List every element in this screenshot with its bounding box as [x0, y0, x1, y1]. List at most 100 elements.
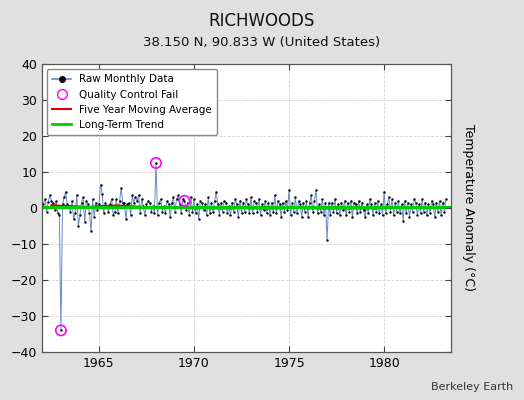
Point [237, 210, 246, 217]
Point [428, 198, 436, 204]
Point [176, 201, 184, 208]
Point [212, 189, 221, 195]
Point [78, 199, 86, 206]
Point [329, 208, 337, 215]
Point [266, 212, 274, 218]
Point [103, 203, 111, 210]
Point [392, 208, 401, 215]
Point [418, 196, 427, 202]
Point [71, 210, 79, 217]
Point [323, 237, 331, 244]
Point [231, 196, 239, 202]
Point [104, 208, 113, 215]
Point [400, 198, 409, 204]
Point [385, 194, 393, 200]
Point [272, 210, 280, 217]
Point [405, 214, 413, 220]
Point [267, 199, 276, 206]
Point [198, 199, 206, 206]
Point [279, 199, 287, 206]
Point [100, 210, 108, 217]
Point [320, 212, 328, 218]
Point [301, 208, 309, 215]
Point [149, 203, 157, 210]
Point [169, 194, 178, 200]
Point [372, 208, 380, 215]
Point [157, 196, 165, 202]
Point [263, 210, 271, 217]
Point [123, 201, 132, 208]
Point [58, 201, 67, 208]
Point [214, 201, 222, 208]
Point [377, 201, 385, 208]
Point [356, 208, 365, 215]
Point [187, 194, 195, 200]
Point [342, 212, 350, 218]
Point [72, 192, 81, 199]
Point [250, 198, 258, 204]
Point [247, 194, 255, 200]
Point [201, 201, 209, 208]
Point [95, 201, 103, 208]
Point [146, 199, 154, 206]
Point [47, 198, 56, 204]
Point [171, 208, 179, 215]
Point [355, 198, 363, 204]
Point [152, 160, 160, 166]
Point [185, 212, 193, 218]
Point [363, 201, 371, 208]
Point [165, 201, 173, 208]
Point [331, 196, 339, 202]
Point [217, 199, 225, 206]
Point [133, 198, 141, 204]
Point [304, 214, 312, 220]
Point [352, 201, 360, 208]
Point [244, 201, 252, 208]
Point [128, 192, 136, 199]
Point [233, 201, 241, 208]
Point [408, 208, 417, 215]
Point [137, 196, 146, 202]
Point [112, 196, 121, 202]
Point [421, 199, 430, 206]
Point [139, 203, 147, 210]
Point [81, 219, 89, 226]
Point [248, 210, 257, 217]
Point [274, 198, 282, 204]
Point [196, 198, 204, 204]
Point [144, 198, 152, 204]
Point [126, 212, 135, 218]
Point [439, 199, 447, 206]
Point [420, 208, 428, 215]
Point [309, 208, 317, 215]
Point [380, 189, 388, 195]
Point [96, 182, 105, 188]
Point [230, 208, 238, 215]
Point [367, 201, 376, 208]
Point [106, 201, 114, 208]
Point [345, 208, 354, 215]
Point [223, 210, 232, 217]
Point [118, 199, 127, 206]
Point [215, 212, 224, 218]
Point [347, 198, 355, 204]
Point [177, 210, 185, 217]
Point [117, 185, 125, 191]
Point [256, 212, 265, 218]
Point [437, 212, 445, 218]
Point [89, 196, 97, 202]
Point [172, 196, 181, 202]
Point [166, 214, 174, 220]
Point [234, 214, 243, 220]
Point [180, 198, 189, 204]
Point [69, 216, 78, 222]
Point [394, 198, 402, 204]
Point [340, 198, 348, 204]
Point [282, 198, 290, 204]
Point [310, 198, 319, 204]
Point [350, 199, 358, 206]
Point [307, 192, 315, 199]
Point [291, 194, 300, 200]
Point [337, 199, 345, 206]
Point [386, 208, 395, 215]
